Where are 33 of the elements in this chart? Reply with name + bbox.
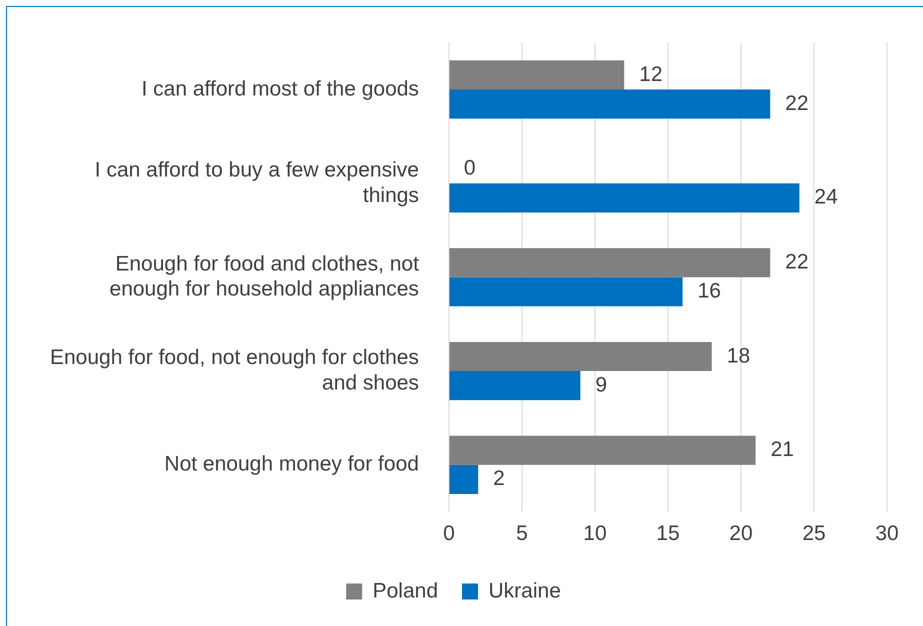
data-label: 0 <box>464 156 476 180</box>
data-label: 12 <box>639 62 663 86</box>
y-tick-label: I can afford most of the goods <box>141 77 419 100</box>
bar <box>449 90 770 119</box>
x-tick-label: 10 <box>583 522 607 546</box>
y-tick-label: Enough for food, not enough for clothes and shoes <box>50 346 419 394</box>
data-label: 2 <box>493 467 505 490</box>
data-label: 24 <box>814 186 838 209</box>
x-tick-label: 0 <box>443 522 455 546</box>
y-tick-label: I can afford to buy a few expensive things <box>94 158 419 207</box>
legend-label: Ukraine <box>488 579 561 602</box>
bar <box>449 277 683 306</box>
data-label: 9 <box>595 373 608 396</box>
x-tick-label: 30 <box>875 522 899 546</box>
bar <box>449 464 478 494</box>
legend-label: Poland <box>372 579 438 602</box>
data-label: 22 <box>785 92 809 115</box>
bar <box>449 342 712 372</box>
data-label: 21 <box>770 438 794 462</box>
bar <box>449 248 770 278</box>
bar <box>449 436 756 465</box>
x-tick-label: 25 <box>802 522 826 546</box>
data-label: 16 <box>698 280 721 303</box>
data-label: 22 <box>785 250 809 274</box>
x-tick-label: 15 <box>656 522 680 546</box>
x-tick-label: 5 <box>516 522 528 546</box>
bar <box>449 183 800 212</box>
y-tick-label: Not enough money for food <box>164 452 419 476</box>
bar <box>449 371 580 400</box>
data-label: 18 <box>726 344 750 368</box>
y-tick-label: Enough for food and clothes, not enough for household appliances <box>110 252 420 301</box>
bar <box>449 60 624 90</box>
x-tick-label: 20 <box>729 522 753 546</box>
